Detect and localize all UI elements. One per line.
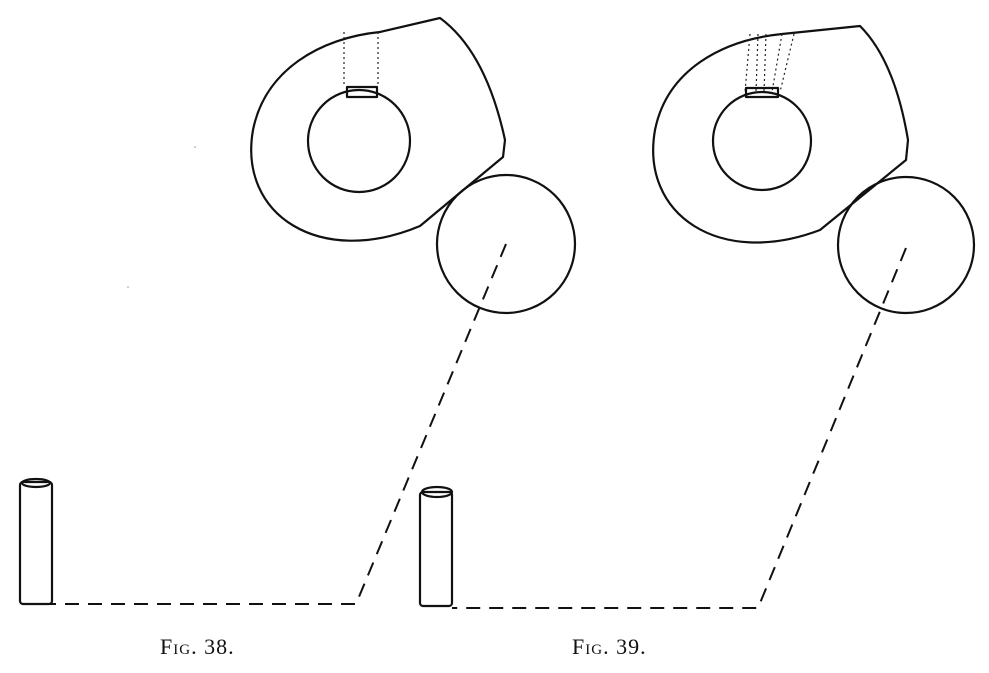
fig-39-caption: Fig. 39. — [572, 634, 647, 660]
fig-39-linkage-dashed — [452, 248, 906, 608]
fig-38-caption: Fig. 38. — [160, 634, 235, 660]
fig-38-linkage-dashed — [40, 244, 506, 604]
fig-39-cam-body — [653, 26, 908, 243]
fig-39-keyway — [745, 34, 794, 92]
fig-38-shaft-bore — [308, 90, 410, 192]
fig-39-diagram — [420, 26, 974, 608]
fig-39-roller — [838, 177, 974, 313]
fig-38-post — [20, 479, 52, 604]
fig-38-keyway — [344, 32, 378, 86]
fig-38-diagram — [20, 18, 575, 604]
fig-39-shaft-bore — [713, 92, 811, 190]
fig-39-post — [420, 487, 452, 606]
fig-38-cam-body — [251, 18, 505, 241]
